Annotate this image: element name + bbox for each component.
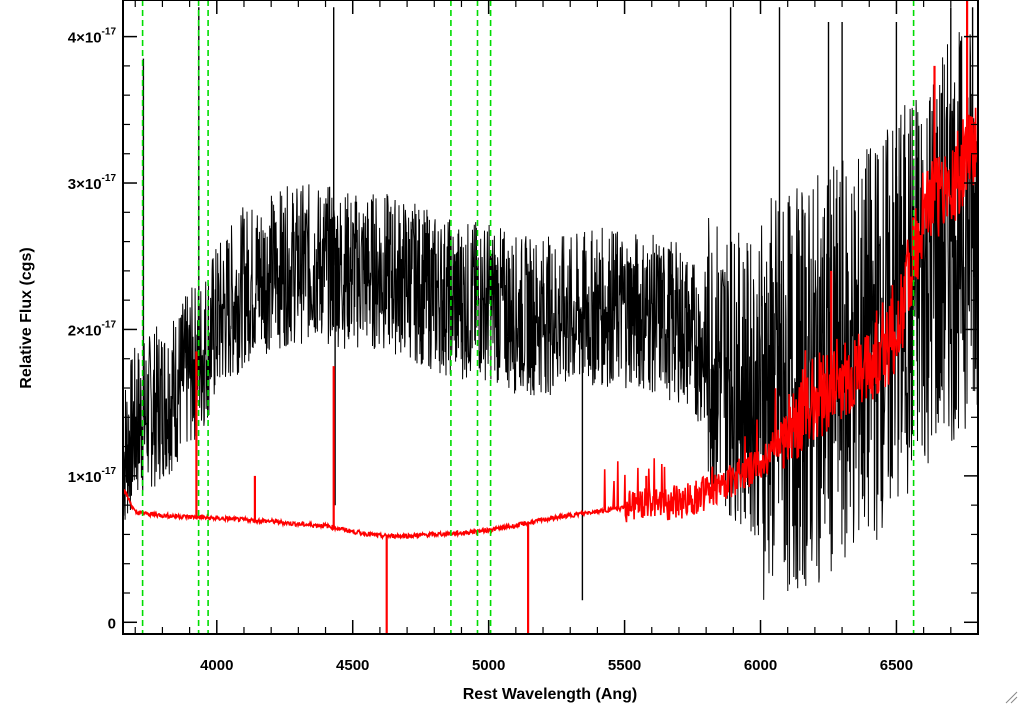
y-tick-label-1: 1×10-17 bbox=[68, 466, 117, 486]
y-axis: 0 1×10-17 2×10-17 3×10-17 4×10-17 bbox=[68, 27, 978, 632]
y-tick-label-4: 4×10-17 bbox=[68, 27, 117, 47]
x-axis: 4000 4500 5000 5500 6000 6500 bbox=[134, 0, 979, 674]
y-tick-label-0: 0 bbox=[108, 615, 116, 632]
x-tick-label-1: 4500 bbox=[336, 657, 369, 674]
x-axis-title: Rest Wavelength (Ang) bbox=[463, 686, 638, 703]
x-tick-label-0: 4000 bbox=[200, 657, 233, 674]
y-tick-label-2: 2×10-17 bbox=[68, 319, 117, 339]
x-tick-label-3: 5500 bbox=[608, 657, 641, 674]
series-1 bbox=[122, 1, 979, 633]
x-tick-label-4: 6000 bbox=[744, 657, 777, 674]
series-layer bbox=[122, 1, 979, 633]
resize-grip-icon[interactable] bbox=[1004, 690, 1018, 704]
series-0 bbox=[122, 7, 979, 601]
vertical-markers bbox=[141, 0, 915, 634]
x-tick-label-5: 6500 bbox=[880, 657, 913, 674]
x-tick-label-2: 5000 bbox=[472, 657, 505, 674]
series-0-line bbox=[122, 32, 979, 600]
series-1-line bbox=[122, 99, 979, 541]
plot-frame bbox=[122, 0, 979, 635]
y-axis-title: Relative Flux (cgs) bbox=[18, 247, 35, 388]
y-tick-label-3: 3×10-17 bbox=[68, 173, 117, 193]
